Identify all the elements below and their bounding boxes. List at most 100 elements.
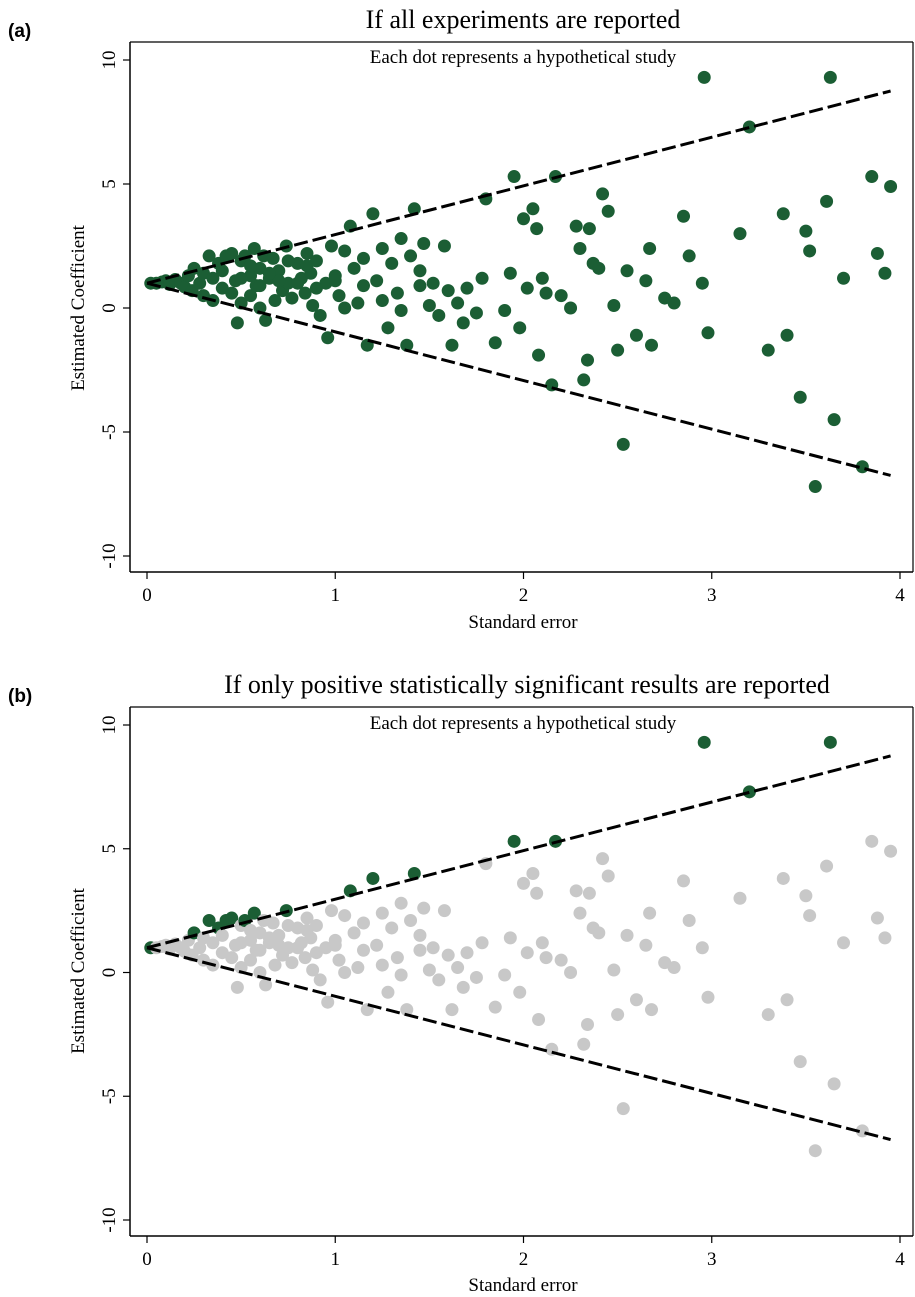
study-point — [321, 331, 335, 345]
study-point — [390, 951, 404, 965]
funnel-lower-line — [146, 946, 891, 1142]
study-point — [268, 294, 282, 308]
funnel-upper-line — [146, 89, 891, 285]
study-point — [268, 958, 282, 972]
study-point — [244, 953, 258, 967]
study-point — [601, 204, 615, 218]
study-point — [460, 281, 474, 295]
study-point — [535, 936, 549, 950]
study-point — [422, 963, 436, 977]
study-point — [667, 296, 681, 310]
study-point — [865, 834, 879, 848]
study-point — [620, 264, 634, 278]
study-point — [677, 874, 691, 888]
study-point — [581, 353, 595, 367]
study-point — [793, 390, 807, 404]
y-tick-label: -5 — [99, 424, 120, 440]
study-point — [234, 296, 248, 310]
study-point — [780, 328, 794, 342]
panel-a: (a) If all experiments are reported Each… — [8, 5, 914, 633]
study-point — [451, 296, 465, 310]
study-point — [620, 928, 634, 942]
study-point — [206, 271, 220, 285]
study-point — [799, 224, 813, 238]
y-tick-label: 10 — [99, 716, 120, 735]
study-point — [225, 286, 239, 300]
y-tick-label: -10 — [99, 543, 120, 568]
study-point — [539, 286, 553, 300]
study-point — [643, 906, 657, 920]
study-point — [607, 299, 621, 313]
study-point — [616, 1102, 630, 1116]
study-point — [432, 308, 446, 322]
study-point — [569, 884, 583, 898]
study-point — [313, 308, 327, 322]
x-tick-label: 1 — [331, 1249, 341, 1270]
study-point — [445, 1003, 459, 1017]
study-point — [577, 373, 591, 387]
study-point — [616, 437, 630, 451]
study-point — [808, 480, 822, 494]
significant-study-point — [225, 246, 239, 260]
study-point — [394, 232, 408, 246]
study-point — [385, 256, 399, 270]
study-point — [469, 306, 483, 320]
study-point — [338, 244, 352, 258]
study-point — [530, 222, 544, 236]
study-point — [385, 921, 399, 935]
study-point — [230, 980, 244, 994]
study-point — [577, 1037, 591, 1051]
study-point — [475, 271, 489, 285]
study-point — [820, 194, 834, 208]
study-point — [837, 936, 851, 950]
study-point — [682, 249, 696, 263]
study-point — [530, 886, 544, 900]
study-point — [281, 918, 295, 932]
study-point — [803, 244, 817, 258]
x-tick-label: 3 — [707, 1249, 717, 1270]
study-point — [475, 936, 489, 950]
study-point — [695, 941, 709, 955]
study-point — [413, 943, 427, 957]
study-point — [262, 266, 276, 280]
significant-study-point — [202, 914, 216, 928]
study-point — [607, 963, 621, 977]
study-point — [321, 995, 335, 1009]
study-point — [332, 953, 346, 967]
study-point — [375, 906, 389, 920]
study-point — [592, 261, 606, 275]
study-point — [503, 931, 517, 945]
study-point — [878, 931, 892, 945]
significant-study-point — [823, 70, 837, 84]
y-tick-label: -5 — [99, 1088, 120, 1104]
study-point — [244, 923, 258, 937]
study-point — [338, 301, 352, 315]
x-tick-label: 0 — [142, 585, 152, 606]
study-point — [298, 951, 312, 965]
study-point — [432, 973, 446, 987]
study-point — [400, 338, 414, 352]
study-point — [639, 938, 653, 952]
study-point — [413, 279, 427, 293]
study-point — [596, 852, 610, 866]
significant-study-point — [366, 207, 380, 221]
study-point — [400, 1003, 414, 1017]
study-point — [569, 219, 583, 233]
study-point — [394, 303, 408, 317]
study-point — [375, 241, 389, 255]
study-point — [351, 961, 365, 975]
study-point — [513, 985, 527, 999]
y-tick-label: 5 — [99, 844, 120, 854]
study-point — [417, 237, 431, 251]
study-point — [488, 336, 502, 350]
study-point — [776, 871, 790, 885]
study-point — [351, 296, 365, 310]
study-point — [539, 951, 553, 965]
study-point — [413, 264, 427, 278]
significant-study-point — [697, 70, 711, 84]
study-point — [611, 343, 625, 357]
significant-study-point — [742, 785, 756, 799]
panel-b-plot-area: 0 1 2 3 4 10 5 0 -5 -10 — [99, 706, 914, 1270]
study-point — [733, 891, 747, 905]
